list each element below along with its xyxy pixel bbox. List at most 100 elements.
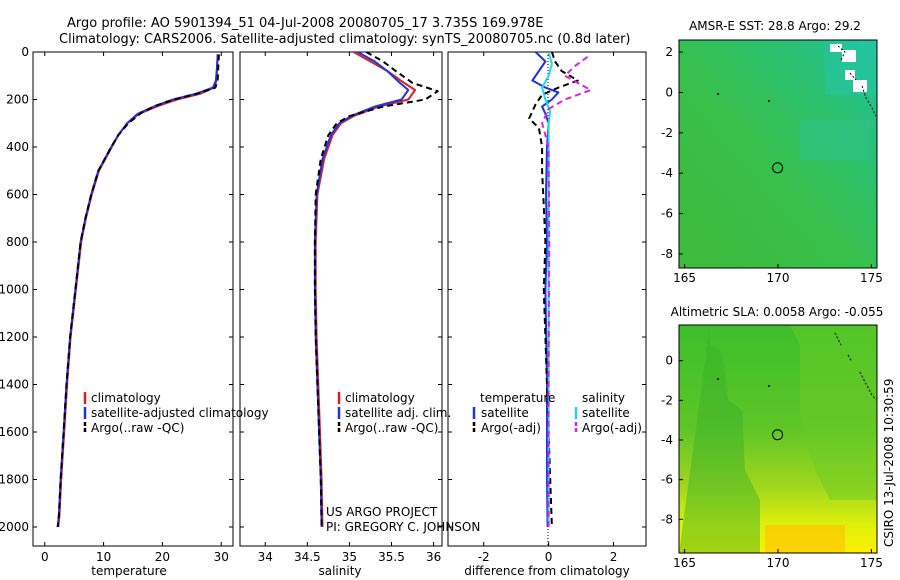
temperature-x-ticks: 0 10 20 30 [41, 52, 229, 564]
y-tick-label: 0 [21, 45, 29, 59]
x-tick-label: 35.5 [378, 550, 405, 564]
legend-label-temp-argo: Argo(-adj) [481, 421, 541, 435]
sst-missing-data [830, 44, 867, 92]
map-x-tick-label: 170 [767, 556, 790, 570]
series-line-argo-raw-qc [56, 54, 220, 528]
salinity-y-ticks [240, 51, 442, 528]
sla-coastline [717, 332, 877, 401]
sla-peak-patch [765, 525, 845, 553]
legend-label-satellite: satellite adj. clim. [345, 406, 451, 420]
sst-coastline [717, 45, 877, 117]
y-tick-label: 800 [6, 235, 29, 249]
temperature-axes-frame [32, 51, 234, 547]
difference-y-ticks [448, 51, 646, 528]
series-line-climatology [57, 54, 219, 528]
sla-y-ticks: 0 -2 -4 -6 -8 [661, 354, 683, 526]
map-x-tick-label: 165 [673, 271, 696, 285]
legend-label-satellite: satellite-adjusted climatology [91, 406, 269, 420]
series-line-salinity-argo-adj [541, 55, 592, 527]
legend-label-argo: Argo(..raw -QC) [91, 421, 184, 435]
salinity-lines [313, 52, 439, 528]
salinity-panel: 34 34.5 35 35.5 36 salinity climatology sate… [239, 51, 480, 578]
legend-label-climatology: climatology [91, 391, 161, 405]
map-y-tick-label: 0 [665, 85, 673, 99]
x-tick-label: 34 [258, 550, 273, 564]
x-tick-label: -2 [478, 550, 490, 564]
x-tick-label: 20 [155, 550, 170, 564]
difference-axes-frame [447, 51, 647, 547]
figure-title-line1: Argo profile: AO 5901394_51 04-Jul-2008 … [67, 16, 544, 31]
y-tick-label: 600 [6, 188, 29, 202]
side-credit: CSIRO 13-Jul-2008 10:30:59 [882, 379, 896, 547]
series-line-temperature-satellite [531, 52, 560, 528]
depth-y-ticks: 0 200 400 600 800 1000 1200 1400 1600 1800 2000 [0, 45, 233, 534]
figure-title-line2: Climatology: CARS2006. Satellite-adjuste… [59, 32, 631, 47]
salinity-legend: climatology satellite adj. clim. Argo(..… [337, 391, 451, 435]
sst-map: AMSR-E SST: 28.8 Argo: 29.2 165 170 175 2 0… [661, 19, 883, 285]
temperature-lines [56, 54, 220, 528]
map-y-tick-label: -8 [661, 247, 673, 261]
map-x-tick-label: 175 [860, 271, 883, 285]
map-y-tick-label: -4 [661, 433, 673, 447]
sla-high-patch [790, 325, 877, 500]
salinity-x-label: salinity [318, 564, 361, 578]
sst-x-ticks: 165 170 175 [673, 264, 883, 285]
temperature-x-label: temperature [91, 564, 166, 578]
series-line-climatology [314, 52, 417, 528]
map-y-tick-label: -8 [661, 512, 673, 526]
x-tick-label: 30 [214, 550, 229, 564]
salinity-x-ticks: 34 34.5 35 35.5 36 [258, 52, 441, 564]
legend-label-temp-satellite: satellite [481, 406, 529, 420]
x-tick-label: 2 [610, 550, 618, 564]
y-tick-label: 1600 [0, 425, 29, 439]
map-y-tick-label: -6 [661, 207, 673, 221]
series-line-temperature-argo-adj [528, 52, 579, 528]
legend-header-temperature: temperature [480, 391, 555, 405]
map-y-tick-label: 0 [665, 354, 673, 368]
sla-profile-location-marker [772, 429, 784, 441]
legend-header-salinity: salinity [582, 391, 625, 405]
y-tick-label: 1400 [0, 378, 29, 392]
sst-y-ticks: 2 0 -2 -4 -6 -8 [661, 45, 683, 261]
legend-label-argo: Argo(..raw -QC) [345, 421, 438, 435]
x-tick-label: 0 [41, 550, 49, 564]
difference-panel: -2 0 2 difference from climatology tempera… [447, 51, 647, 578]
difference-legend: temperature salinity satellite Argo(-adj… [472, 391, 642, 435]
sla-map: Altimetric SLA: 0.0058 Argo: -0.055 165 1… [661, 305, 883, 570]
sla-low-patch [679, 325, 760, 553]
y-tick-label: 1200 [0, 330, 29, 344]
map-y-tick-label: -2 [661, 393, 673, 407]
y-tick-label: 200 [6, 93, 29, 107]
sla-x-ticks: 165 170 175 [673, 549, 883, 570]
legend-label-sal-satellite: satellite [582, 406, 630, 420]
x-tick-label: 34.5 [294, 550, 321, 564]
pi-credit: PI: GREGORY C. JOHNSON [326, 520, 480, 534]
sst-warm-patch-2 [800, 120, 870, 160]
sla-map-title: Altimetric SLA: 0.0058 Argo: -0.055 [671, 305, 884, 319]
map-y-tick-label: -2 [661, 126, 673, 140]
legend-label-climatology: climatology [345, 391, 415, 405]
map-x-tick-label: 165 [673, 556, 696, 570]
sst-profile-location-marker [772, 162, 784, 174]
y-tick-label: 400 [6, 140, 29, 154]
x-tick-label: 35 [342, 550, 357, 564]
map-y-tick-label: 2 [665, 45, 673, 59]
legend-label-sal-argo: Argo(-adj) [582, 421, 642, 435]
map-x-tick-label: 175 [860, 556, 883, 570]
temperature-panel: 0 10 20 30 0 200 400 600 800 1000 1200 1400 1600 180… [0, 45, 269, 578]
series-line-argo-raw-qc [313, 52, 439, 528]
series-line-satellite-adj-clim [313, 52, 410, 528]
salinity-axes-frame [239, 51, 443, 547]
project-credit: US ARGO PROJECT [326, 505, 438, 519]
map-x-tick-label: 170 [767, 271, 790, 285]
temperature-legend: climatology satellite-adjusted climatolo… [83, 391, 269, 435]
y-tick-label: 2000 [0, 520, 29, 534]
y-tick-label: 1000 [0, 283, 29, 297]
difference-lines [528, 52, 592, 528]
x-tick-label: 0 [545, 550, 553, 564]
sst-map-title: AMSR-E SST: 28.8 Argo: 29.2 [689, 19, 861, 33]
map-y-tick-label: -6 [661, 473, 673, 487]
y-tick-label: 1800 [0, 473, 29, 487]
difference-x-label: difference from climatology [464, 564, 630, 578]
